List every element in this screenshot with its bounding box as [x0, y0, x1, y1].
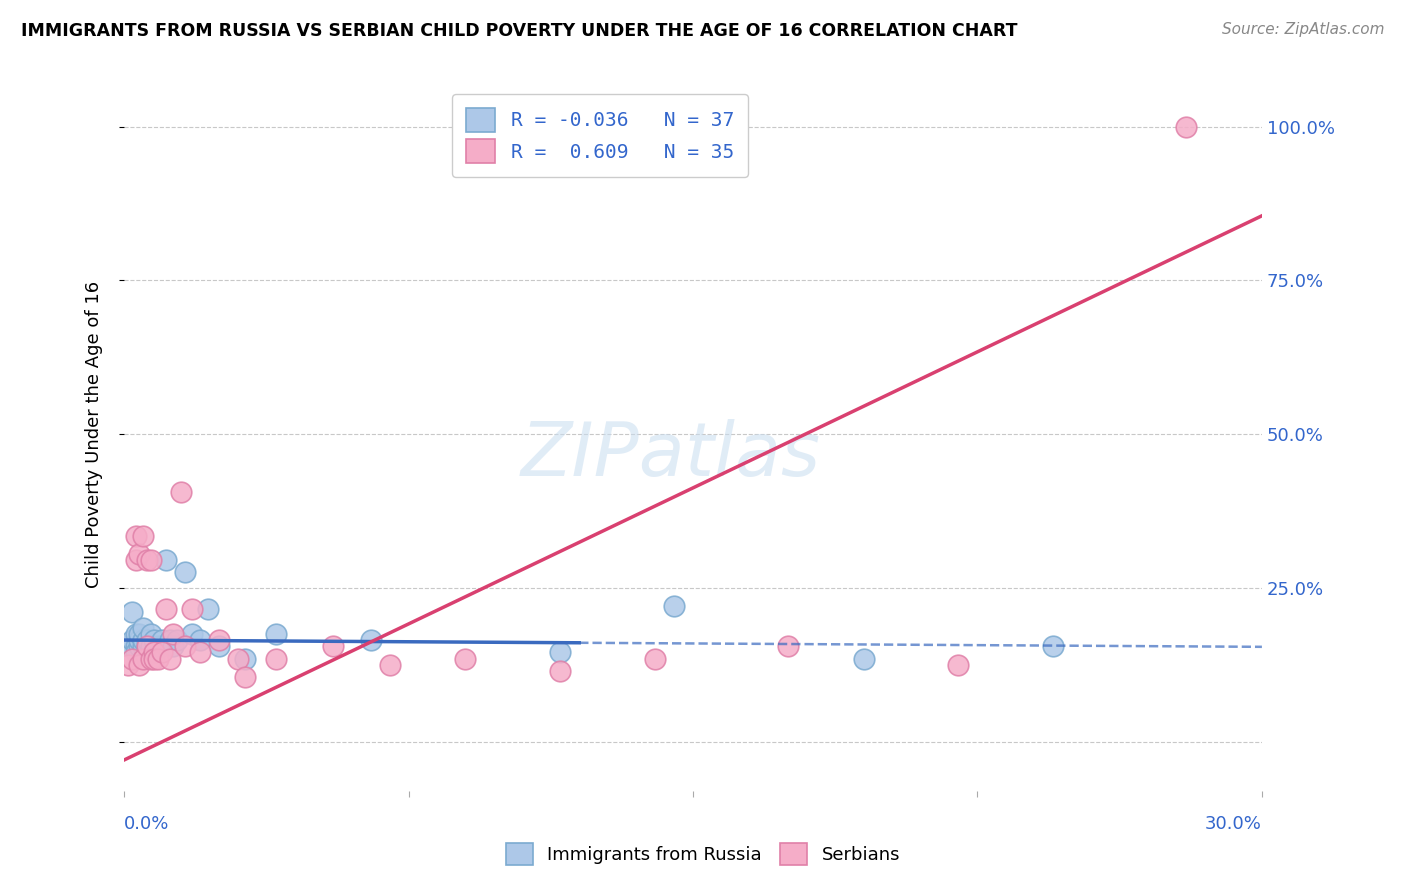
Legend: R = -0.036   N = 37, R =  0.609   N = 35: R = -0.036 N = 37, R = 0.609 N = 35	[453, 95, 748, 177]
Point	[264, 651, 287, 665]
Point	[132, 621, 155, 635]
Point	[128, 657, 150, 672]
Point	[360, 633, 382, 648]
Point	[124, 553, 146, 567]
Point	[143, 645, 166, 659]
Point	[322, 639, 344, 653]
Y-axis label: Child Poverty Under the Age of 16: Child Poverty Under the Age of 16	[86, 280, 103, 588]
Point	[181, 627, 204, 641]
Point	[132, 633, 155, 648]
Point	[155, 602, 177, 616]
Point	[208, 639, 231, 653]
Point	[188, 633, 211, 648]
Point	[644, 651, 666, 665]
Point	[454, 651, 477, 665]
Point	[132, 639, 155, 653]
Point	[162, 639, 184, 653]
Text: ZIPatlas: ZIPatlas	[520, 419, 820, 491]
Point	[139, 627, 162, 641]
Point	[128, 633, 150, 648]
Point	[173, 566, 195, 580]
Point	[150, 645, 173, 659]
Point	[548, 645, 571, 659]
Point	[139, 639, 162, 653]
Point	[162, 627, 184, 641]
Point	[208, 633, 231, 648]
Point	[264, 627, 287, 641]
Point	[776, 639, 799, 653]
Point	[128, 627, 150, 641]
Point	[197, 602, 219, 616]
Point	[128, 639, 150, 653]
Point	[159, 651, 181, 665]
Point	[139, 651, 162, 665]
Text: 0.0%: 0.0%	[124, 815, 170, 833]
Point	[143, 651, 166, 665]
Point	[121, 633, 143, 648]
Point	[378, 657, 401, 672]
Point	[124, 639, 146, 653]
Point	[548, 664, 571, 678]
Point	[173, 639, 195, 653]
Point	[143, 645, 166, 659]
Point	[121, 606, 143, 620]
Text: IMMIGRANTS FROM RUSSIA VS SERBIAN CHILD POVERTY UNDER THE AGE OF 16 CORRELATION : IMMIGRANTS FROM RUSSIA VS SERBIAN CHILD …	[21, 22, 1018, 40]
Point	[135, 553, 157, 567]
Point	[132, 651, 155, 665]
Point	[948, 657, 970, 672]
Point	[1042, 639, 1064, 653]
Point	[117, 657, 139, 672]
Text: Source: ZipAtlas.com: Source: ZipAtlas.com	[1222, 22, 1385, 37]
Point	[150, 639, 173, 653]
Point	[128, 547, 150, 561]
Point	[188, 645, 211, 659]
Point	[235, 670, 257, 684]
Point	[139, 553, 162, 567]
Point	[135, 633, 157, 648]
Point	[226, 651, 249, 665]
Point	[166, 633, 188, 648]
Point	[143, 633, 166, 648]
Point	[170, 485, 193, 500]
Point	[117, 639, 139, 653]
Point	[852, 651, 875, 665]
Point	[124, 627, 146, 641]
Point	[159, 633, 181, 648]
Point	[235, 651, 257, 665]
Point	[662, 599, 685, 614]
Point	[150, 633, 173, 648]
Point	[155, 553, 177, 567]
Point	[181, 602, 204, 616]
Point	[135, 639, 157, 653]
Point	[121, 651, 143, 665]
Point	[124, 528, 146, 542]
Point	[148, 639, 170, 653]
Point	[132, 528, 155, 542]
Point	[135, 639, 157, 653]
Point	[124, 645, 146, 659]
Point	[1175, 120, 1198, 134]
Legend: Immigrants from Russia, Serbians: Immigrants from Russia, Serbians	[496, 834, 910, 874]
Text: 30.0%: 30.0%	[1205, 815, 1263, 833]
Point	[148, 651, 170, 665]
